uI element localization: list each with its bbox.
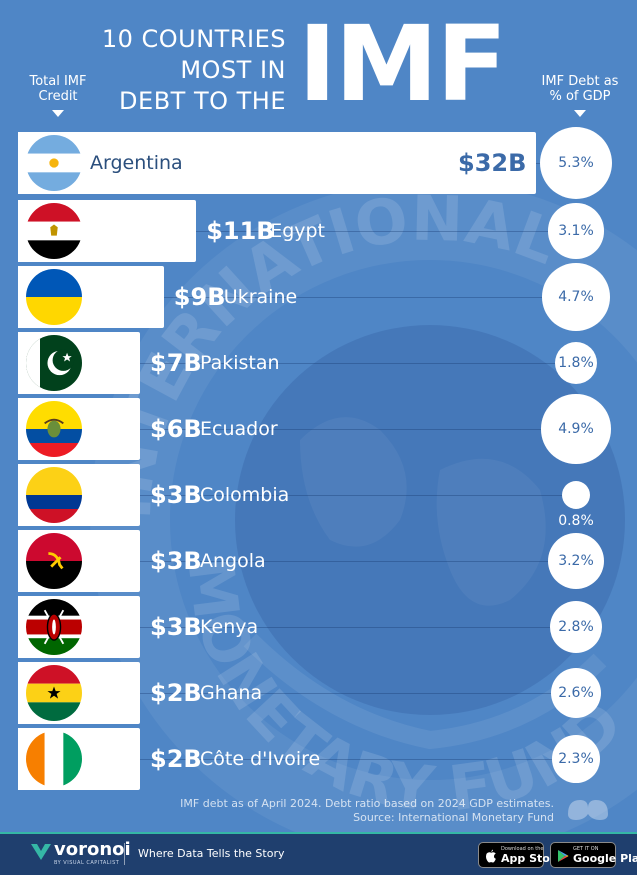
value-label: $9B [173,283,226,311]
gdp-bubble [552,735,600,783]
country-label: Argentina [90,152,183,174]
gdp-bubble [562,481,590,509]
colombia-flag-icon [26,467,82,523]
apple-icon [486,849,496,863]
right-header-arrow-icon [574,110,586,117]
gdp-label: 3.1% [558,223,594,239]
left-header-line-2: Credit [38,89,78,104]
app-store-top-text: Download on the [501,846,544,852]
egypt-flag-icon [26,203,82,259]
visual-capitalist-mark-icon [568,800,608,820]
value-label: $3B [150,613,202,641]
footnote-line-1: IMF debt as of April 2024. Debt ratio ba… [180,797,554,810]
kenya-flag-icon [26,599,82,655]
value-label: $2B [150,745,202,773]
row-guide-line [140,561,576,562]
app-store-label: App Store [501,852,563,865]
gdp-bubble [541,394,611,464]
gdp-label: 2.8% [558,619,594,635]
google-play-button[interactable]: GET IT ON Google Play [550,842,637,868]
footer-divider [124,843,125,865]
country-label: Angola [200,550,266,572]
footer-accent-line [0,832,637,834]
gdp-bubble [548,533,604,589]
gdp-bubble [555,342,597,384]
brand-subtitle: BY VISUAL CAPITALIST [54,860,120,866]
angola-flag-icon [26,533,82,589]
gdp-label: 4.9% [558,421,594,437]
right-header-line-1: IMF Debt as [541,74,619,89]
left-column-header: Total IMF Credit [18,74,98,104]
gdp-label: 1.8% [558,355,594,371]
voronoi-logo-icon[interactable] [30,842,52,862]
value-label: $3B [150,481,202,509]
country-label: Pakistan [200,352,280,374]
google-play-icon [558,850,569,862]
row-guide-line [163,297,576,298]
row-guide-line [196,231,576,232]
row-guide-line [140,429,576,430]
bar-0 [18,132,537,194]
row-guide-line [140,693,576,694]
gdp-label: 0.8% [558,512,594,529]
value-label: $6B [150,415,202,443]
value-label: $2B [150,679,202,707]
app-store-button[interactable]: Download on the App Store [478,842,563,868]
row-guide-line [140,363,576,364]
country-label: Ukraine [223,286,298,308]
brand-name[interactable]: voronoi [54,839,131,860]
country-label: Egypt [270,220,326,242]
value-label: $32B [458,149,527,177]
value-label: $11B [206,217,275,245]
gdp-bubble [549,600,603,654]
pakistan-flag-icon [26,335,82,391]
title-line-2: MOST IN [180,56,286,84]
right-column-header: IMF Debt as % of GDP [535,74,625,104]
gdp-bubble [542,263,610,331]
gdp-bubble [548,203,604,259]
title-line-3: DEBT TO THE [119,87,286,115]
gdp-label: 4.7% [558,289,594,305]
country-label: Ecuador [200,418,278,440]
left-header-arrow-icon [52,110,64,117]
footnote-line-2: Source: International Monetary Fund [353,811,554,824]
footer-tagline: Where Data Tells the Story [138,847,285,860]
gdp-label: 2.6% [558,685,594,701]
row-guide-line [140,495,576,496]
gdp-label: 3.2% [558,553,594,569]
value-label: $7B [150,349,202,377]
footnote: IMF debt as of April 2024. Debt ratio ba… [180,797,554,825]
row-guide-line [140,759,576,760]
gdp-bubble [540,127,612,199]
ghana-flag-icon [26,665,82,721]
row-guide-line [140,627,576,628]
gdp-bubble [550,667,602,719]
title-imf: IMF [298,3,507,125]
ukraine-flag-icon [26,269,82,325]
left-header-line-1: Total IMF [29,74,87,89]
google-play-top-text: GET IT ON [573,846,599,852]
google-play-label: Google Play [573,852,637,865]
ecuador-flag-icon [26,401,82,457]
value-label: $3B [150,547,202,575]
gdp-label: 5.3% [558,155,594,171]
country-label: Côte d'Ivoire [200,748,321,770]
country-label: Ghana [200,682,263,704]
title-line-1: 10 COUNTRIES [101,25,286,53]
argentina-flag-icon [26,135,82,191]
right-header-line-2: % of GDP [549,89,611,104]
country-label: Colombia [200,484,290,506]
country-label: Kenya [200,616,259,638]
cote-divoire-flag-icon [26,731,82,787]
gdp-label: 2.3% [558,751,594,767]
